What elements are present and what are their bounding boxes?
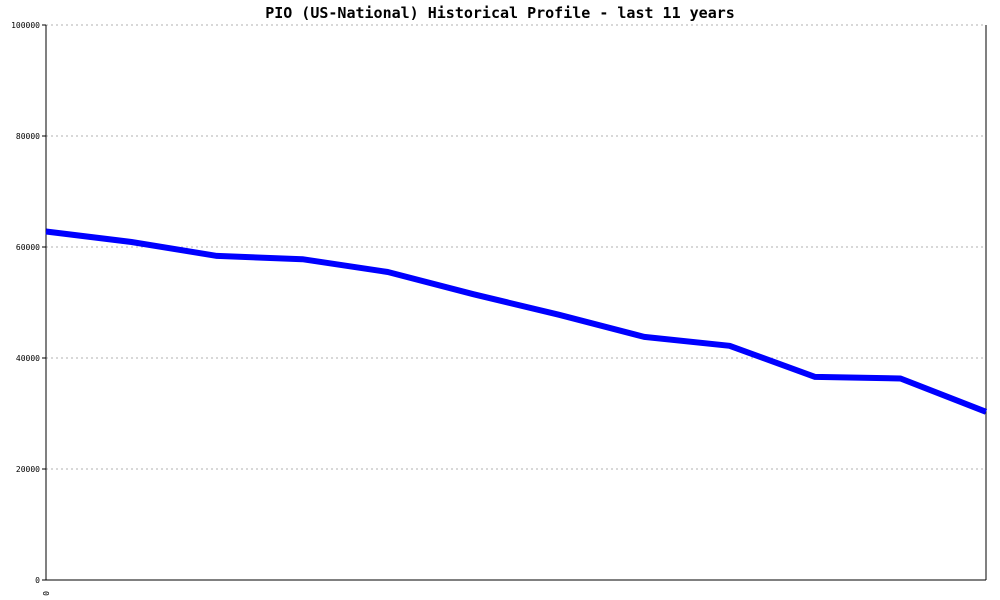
chart-title: PIO (US-National) Historical Profile - l… xyxy=(265,4,735,22)
x-axis-ticks: 0 xyxy=(41,591,50,596)
y-tick-label: 100000 xyxy=(11,21,40,30)
gridlines xyxy=(46,24,986,470)
y-tick-label: 60000 xyxy=(16,243,40,252)
y-tick-label: 20000 xyxy=(16,465,40,474)
series-line xyxy=(45,228,988,415)
y-tick-label: 40000 xyxy=(16,354,40,363)
x-tick-label: 0 xyxy=(41,591,50,596)
y-axis-ticks: 0 20000 40000 60000 80000 100000 xyxy=(11,21,46,585)
y-tick-label: 80000 xyxy=(16,132,40,141)
y-tick-label: 0 xyxy=(35,576,40,585)
